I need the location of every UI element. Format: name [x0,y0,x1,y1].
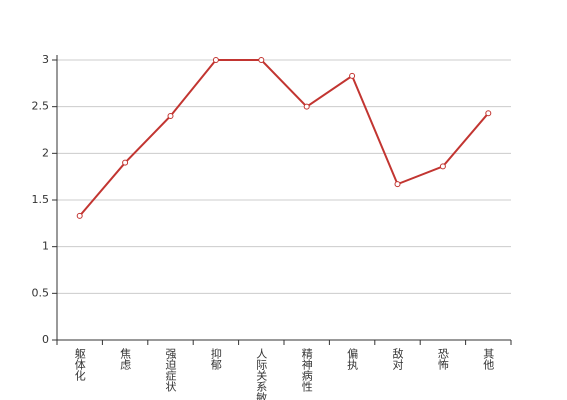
point [76,212,83,219]
x-tick-label: 人际关系敏感 [255,348,268,400]
point [167,113,174,119]
point [122,159,129,166]
point [349,72,356,79]
x-tick-label: 偏执 [346,347,359,371]
y-tick-label: 2.5 [32,100,50,113]
point [212,57,219,63]
x-tick-label: 恐怖 [436,348,449,370]
point [439,163,446,170]
y-tick-label: 0 [42,333,49,346]
point [258,57,265,63]
point [394,181,401,188]
point [485,110,492,117]
y-tick-label: 1.5 [32,193,50,206]
x-tick-label: 强迫症状 [164,348,177,392]
y-tick-label: 3 [42,53,49,66]
x-tick-label: 躯体化 [73,348,86,382]
x-tick-label: 抑郁 [209,347,222,370]
y-tick-label: 1 [42,240,49,253]
x-tick-label: 精神病性 [300,348,313,393]
x-tick-label: 敌对 [391,347,404,370]
point [303,103,310,110]
x-tick-label: 焦虑 [119,348,132,370]
y-tick-label: 2 [42,146,49,159]
y-tick-label: 0.5 [32,286,50,299]
x-tick-label: 其他 [482,348,495,370]
line [78,59,490,217]
